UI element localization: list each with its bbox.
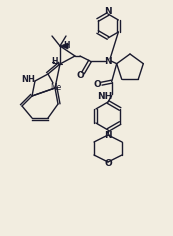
Text: NH: NH: [97, 92, 112, 101]
Text: O: O: [94, 80, 102, 89]
Text: N: N: [104, 56, 112, 66]
Text: H: H: [52, 58, 58, 67]
Text: O: O: [76, 72, 84, 80]
Text: H: H: [64, 41, 70, 50]
Text: NH: NH: [21, 75, 35, 84]
Text: Me: Me: [50, 84, 62, 93]
Text: N: N: [104, 131, 112, 139]
Text: N: N: [104, 8, 112, 17]
Polygon shape: [60, 43, 68, 49]
Text: O: O: [104, 160, 112, 169]
